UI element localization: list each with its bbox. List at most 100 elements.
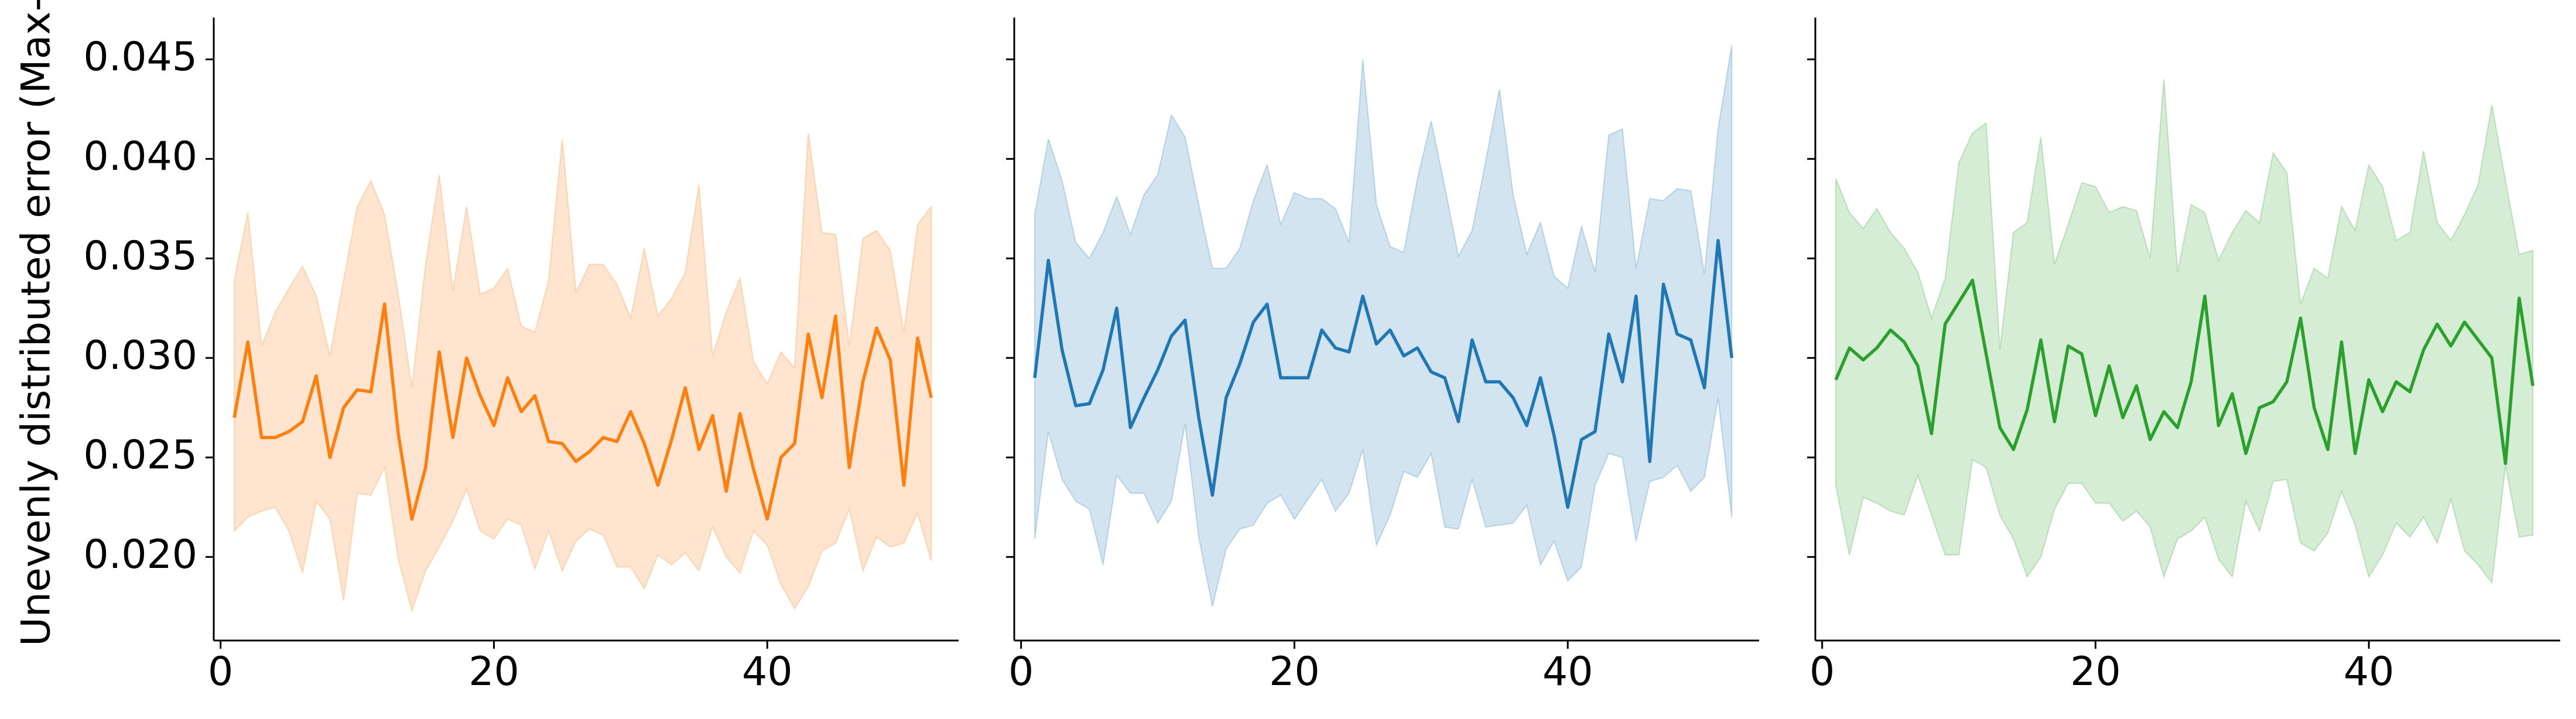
chart-panel-2: 0 20 40 bbox=[1006, 18, 1759, 695]
data-point bbox=[629, 410, 632, 413]
data-point bbox=[888, 358, 892, 362]
y-tick-label: 0.045 bbox=[83, 34, 197, 80]
data-point bbox=[2121, 416, 2125, 419]
data-point bbox=[588, 450, 591, 453]
data-point bbox=[232, 416, 236, 419]
data-point bbox=[1985, 352, 1988, 356]
data-point bbox=[1361, 295, 1364, 298]
data-point bbox=[1498, 380, 1501, 384]
data-point bbox=[1320, 328, 1323, 332]
data-point bbox=[1903, 340, 1906, 344]
data-point bbox=[1074, 404, 1077, 408]
data-point bbox=[2094, 414, 2098, 417]
data-point bbox=[2052, 420, 2056, 423]
data-point bbox=[1046, 259, 1050, 262]
data-point bbox=[1142, 396, 1146, 399]
confidence-band bbox=[1835, 79, 2534, 584]
data-point bbox=[1279, 376, 1282, 379]
data-point bbox=[916, 336, 919, 340]
data-point bbox=[793, 442, 796, 446]
data-point bbox=[1648, 460, 1651, 463]
data-point bbox=[2244, 452, 2247, 456]
data-point bbox=[1957, 300, 1961, 304]
chart-panel-3: 0 20 40 bbox=[1807, 18, 2560, 695]
data-point bbox=[424, 465, 427, 469]
data-point bbox=[383, 303, 386, 306]
data-point bbox=[2312, 406, 2316, 409]
data-point bbox=[1716, 239, 1720, 242]
data-point bbox=[1930, 432, 1933, 436]
x-tick-label: 40 bbox=[1542, 649, 1593, 695]
x-tick-label: 20 bbox=[2070, 649, 2121, 695]
x-tick-label: 0 bbox=[1008, 649, 1034, 695]
data-point bbox=[1210, 494, 1214, 497]
data-point bbox=[1375, 343, 1378, 346]
data-point bbox=[1087, 402, 1091, 406]
data-point bbox=[2176, 426, 2180, 429]
data-point bbox=[1334, 346, 1337, 350]
data-point bbox=[615, 440, 619, 443]
data-point bbox=[2517, 296, 2521, 300]
data-point bbox=[711, 414, 714, 417]
data-point bbox=[492, 424, 496, 427]
y-tick-label: 0.020 bbox=[83, 532, 197, 578]
data-point bbox=[2011, 448, 2015, 451]
data-point bbox=[1511, 396, 1515, 399]
y-axis-label: Unevenly distributed error (Max-M bbox=[13, 0, 60, 646]
x-tick-label: 0 bbox=[1809, 649, 1835, 695]
data-point bbox=[1662, 283, 1665, 286]
data-point bbox=[806, 333, 810, 336]
data-point bbox=[314, 374, 318, 378]
x-tick-label: 20 bbox=[1269, 649, 1320, 695]
data-point bbox=[519, 410, 523, 413]
data-point bbox=[1889, 328, 1892, 332]
data-point bbox=[861, 380, 865, 384]
data-point bbox=[396, 432, 400, 436]
x-tick-label: 20 bbox=[468, 649, 519, 695]
x-tick-label: 0 bbox=[208, 649, 233, 695]
series-line bbox=[1033, 238, 1734, 509]
data-point bbox=[929, 396, 933, 399]
data-point bbox=[2381, 410, 2385, 413]
data-point bbox=[1525, 424, 1528, 427]
data-point bbox=[697, 448, 701, 451]
data-point bbox=[1443, 376, 1446, 379]
data-point bbox=[2271, 400, 2275, 403]
data-point bbox=[2408, 390, 2411, 393]
data-point bbox=[1251, 320, 1255, 324]
data-point bbox=[2367, 378, 2370, 382]
series-line bbox=[1834, 278, 2535, 465]
data-point bbox=[1033, 376, 1036, 379]
data-point bbox=[2340, 340, 2344, 344]
data-point bbox=[287, 430, 290, 433]
data-point bbox=[1552, 434, 1556, 437]
data-point bbox=[1730, 356, 1733, 360]
data-point bbox=[355, 388, 359, 392]
data-point bbox=[902, 484, 906, 487]
data-point bbox=[1060, 348, 1064, 352]
data-point bbox=[1566, 505, 1569, 509]
data-point bbox=[1593, 430, 1597, 433]
chart-panel-1: 0.020 0.025 0.030 0.035 0.040 0.045 0 20 40 bbox=[83, 18, 959, 695]
data-point bbox=[2422, 348, 2426, 352]
data-point bbox=[1862, 358, 1865, 362]
data-point bbox=[642, 442, 646, 446]
data-point bbox=[1607, 333, 1610, 336]
data-point bbox=[601, 436, 605, 439]
data-point bbox=[1128, 426, 1132, 429]
data-point bbox=[847, 465, 851, 469]
data-point bbox=[437, 350, 441, 354]
data-point bbox=[2108, 364, 2111, 368]
data-point bbox=[1675, 333, 1679, 336]
series-line bbox=[232, 302, 933, 521]
data-point bbox=[1944, 323, 1947, 326]
data-point bbox=[2435, 323, 2439, 326]
data-point bbox=[342, 406, 345, 409]
data-point bbox=[301, 420, 305, 423]
data-point bbox=[1388, 328, 1392, 332]
data-point bbox=[1539, 376, 1542, 379]
data-point bbox=[451, 436, 454, 439]
data-point bbox=[779, 456, 783, 459]
confidence-band bbox=[1034, 45, 1733, 607]
